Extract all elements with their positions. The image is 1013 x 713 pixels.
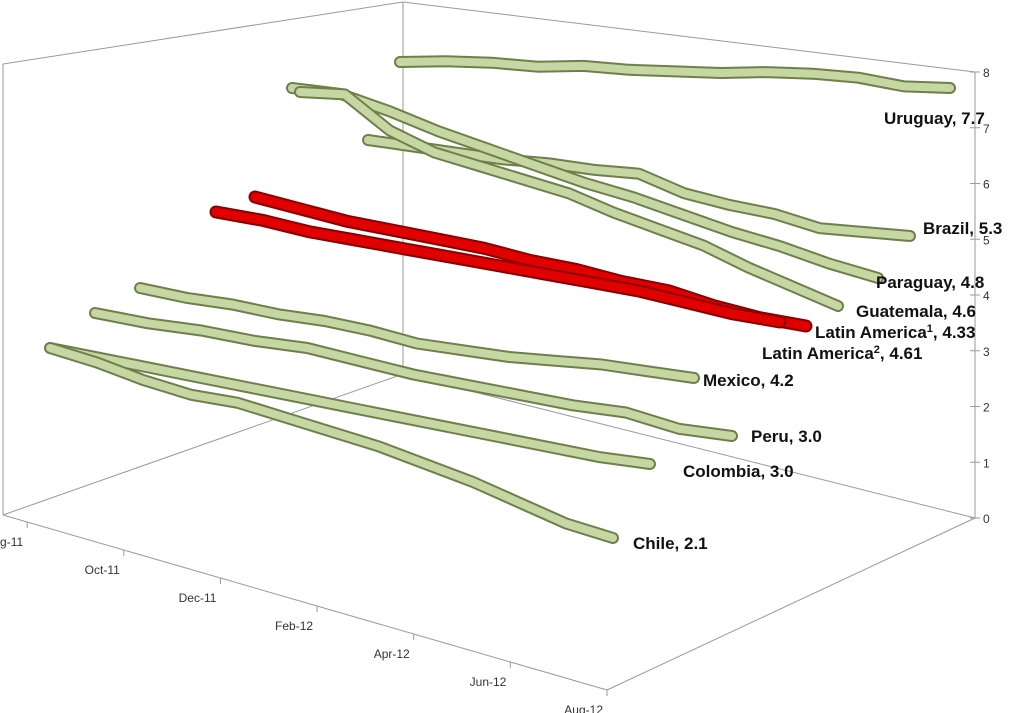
- y-tick-label: 0: [983, 512, 990, 526]
- series-end-label: Brazil, 5.3: [923, 219, 1002, 238]
- series-ribbon: [136, 284, 698, 382]
- series-end-label: Colombia, 3.0: [683, 462, 794, 481]
- series-labels: Uruguay, 7.7 Brazil, 5.3 Paraguay, 4.8 Guat…: [633, 109, 1002, 553]
- series-end-label: Paraguay, 4.8: [876, 273, 984, 292]
- x-tick-label: Jun-12: [470, 675, 507, 689]
- series-ribbon: [91, 309, 736, 440]
- y-tick-label: 4: [983, 289, 990, 303]
- x-tick-label: Aug-12: [564, 703, 603, 713]
- series-end-label: Peru, 3.0: [751, 427, 822, 446]
- series-ribbon: [46, 344, 654, 468]
- x-tick-label: Aug-11: [0, 535, 23, 549]
- series-ribbon: [211, 207, 785, 327]
- y-tick-label: 7: [983, 122, 990, 136]
- series-end-label: Latin America1, 4.33: [815, 323, 975, 342]
- series-end-label: Mexico, 4.2: [703, 371, 794, 390]
- y-tick-label: 2: [983, 401, 990, 415]
- frame-edge: [402, 373, 976, 519]
- series-ribbons: [44, 55, 956, 544]
- y-tick-label: 8: [983, 66, 990, 80]
- frame-edge: [606, 517, 976, 691]
- y-axis-ticks: 0 1 2 3 4 5 6 7 8: [970, 66, 990, 526]
- y-tick-label: 5: [983, 233, 990, 247]
- x-tick-label: Feb-12: [275, 619, 313, 633]
- frame-edge: [2, 373, 404, 516]
- y-tick-label: 6: [983, 178, 990, 192]
- series-ribbon: [396, 57, 954, 92]
- frame-edge: [2, 514, 608, 691]
- series-end-label: Chile, 2.1: [633, 534, 708, 553]
- x-tick-label: Dec-11: [179, 591, 217, 605]
- series-ribbon: [288, 84, 882, 282]
- series-end-label: Uruguay, 7.7: [884, 109, 985, 128]
- frame-edge: [402, 1, 976, 73]
- y-tick-label: 3: [983, 345, 990, 359]
- series-end-label: Latin America2, 4.61: [762, 344, 922, 363]
- series-ribbon: [46, 344, 617, 542]
- frame-edge: [2, 1, 404, 65]
- series-end-label: Guatemala, 4.6: [856, 302, 976, 321]
- y-tick-label: 1: [983, 456, 990, 470]
- series-ribbon: [296, 88, 842, 310]
- x-axis-ticks: Aug-11 Oct-11 Dec-11 Feb-12 Apr-12 Jun-12 Aug-…: [0, 522, 608, 713]
- x-tick-label: Oct-11: [85, 563, 120, 577]
- x-tick-label: Apr-12: [374, 647, 410, 661]
- series-ribbon: [364, 136, 914, 240]
